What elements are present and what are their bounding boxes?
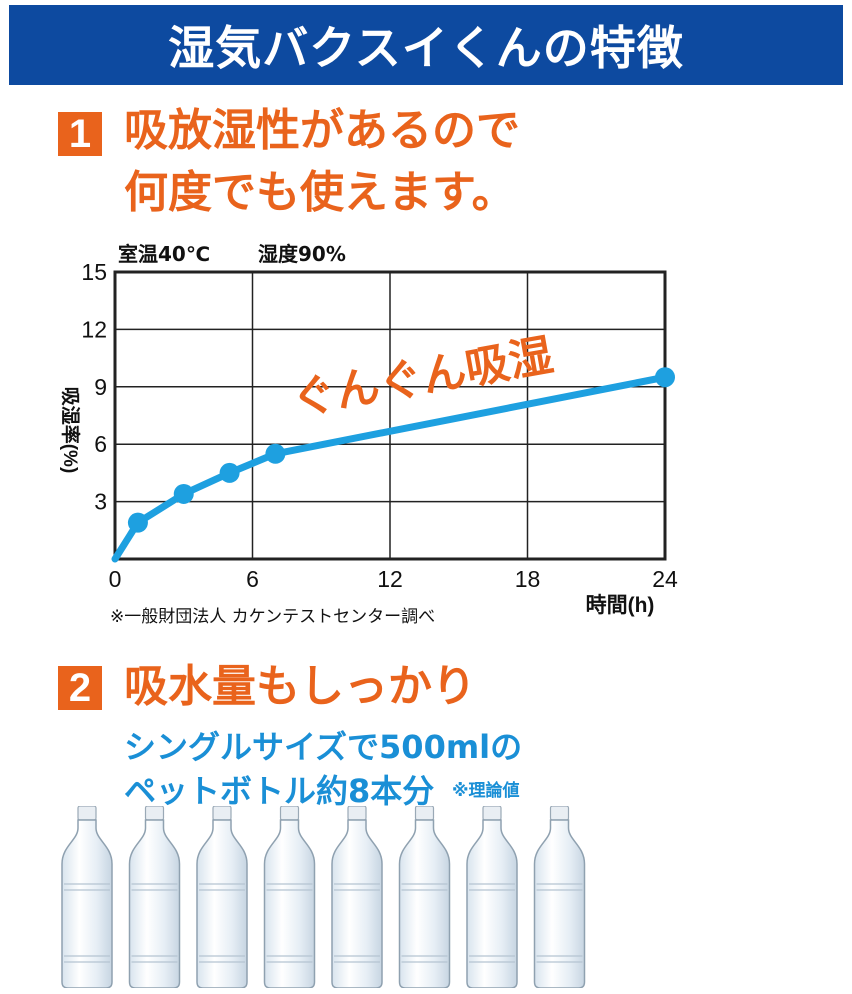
data-point — [127, 512, 148, 533]
x-tick-label: 18 — [515, 566, 541, 592]
section-1-heading-line1: 吸放湿性があるので — [124, 105, 520, 156]
pet-bottle — [61, 806, 113, 988]
bottle-cap — [144, 806, 165, 821]
pet-bottle — [196, 806, 248, 988]
chart-condition-humidity: 湿度90% — [258, 242, 346, 266]
section-2-heading: 吸水量もしっかり — [124, 661, 476, 712]
x-tick-label: 12 — [377, 566, 403, 592]
theoretical-value-note: ※理論値 — [452, 781, 520, 801]
chart-series — [111, 367, 675, 563]
y-tick-label: 9 — [94, 374, 107, 400]
x-axis-label: 時間(h) — [586, 593, 655, 617]
chart-condition-temperature: 室温40℃ — [118, 242, 211, 266]
section-1-heading-line2: 何度でも使えます。 — [124, 167, 516, 218]
y-tick-label: 6 — [94, 431, 107, 457]
bottle-body — [398, 819, 451, 988]
pet-bottle — [331, 806, 383, 988]
chart-source-note: ※一般財団法人 カケンテストセンター調べ — [110, 607, 436, 627]
y-tick-label: 15 — [81, 259, 107, 285]
section-2-number-badge: 2 — [58, 666, 102, 710]
chart-grid — [115, 272, 665, 559]
banner-title: 湿気バクスイくんの特徴 — [168, 21, 684, 75]
bottle-body — [331, 819, 383, 988]
pet-bottle — [128, 806, 181, 988]
bottle-cap — [77, 806, 97, 821]
pet-bottle — [398, 806, 451, 988]
pet-bottles-illustration — [61, 806, 586, 988]
y-tick-label: 3 — [94, 489, 107, 515]
chart-plot-frame — [113, 270, 667, 561]
title-banner: 湿気バクスイくんの特徴 — [9, 5, 843, 85]
bottle-cap — [482, 806, 502, 821]
y-axis-ticks: 3 6 9 12 15 — [81, 259, 107, 515]
bottle-cap — [347, 806, 367, 821]
y-tick-label: 12 — [81, 316, 107, 342]
data-point — [173, 483, 194, 504]
x-axis-ticks: 0 6 12 18 24 — [109, 566, 678, 592]
bottle-body — [263, 819, 316, 988]
bottle-cap — [414, 806, 435, 821]
pet-bottle — [263, 806, 316, 988]
bottle-cap — [549, 806, 570, 821]
bottle-cap — [279, 806, 300, 821]
pet-bottle — [533, 806, 586, 988]
section-2-sub-line2: ペットボトル約8本分 — [124, 772, 435, 810]
chart-annotation: ぐんぐん吸湿 — [288, 331, 556, 425]
x-tick-label: 6 — [246, 566, 259, 592]
data-point — [655, 367, 675, 388]
bottle-body — [61, 819, 113, 988]
x-tick-label: 24 — [652, 566, 678, 592]
bottle-cap — [212, 806, 232, 821]
data-point — [265, 443, 286, 464]
bottle-body — [128, 819, 181, 988]
x-tick-label: 0 — [109, 566, 122, 592]
y-axis-label: 吸湿率(%) — [59, 387, 82, 474]
section-1-number-badge: 1 — [58, 112, 102, 156]
bottle-body — [196, 819, 248, 988]
pet-bottle — [466, 806, 518, 988]
section-2-sub-line1: シングルサイズで500mlの — [124, 728, 523, 766]
bottle-body — [466, 819, 518, 988]
bottle-body — [533, 819, 586, 988]
data-point — [219, 462, 240, 483]
